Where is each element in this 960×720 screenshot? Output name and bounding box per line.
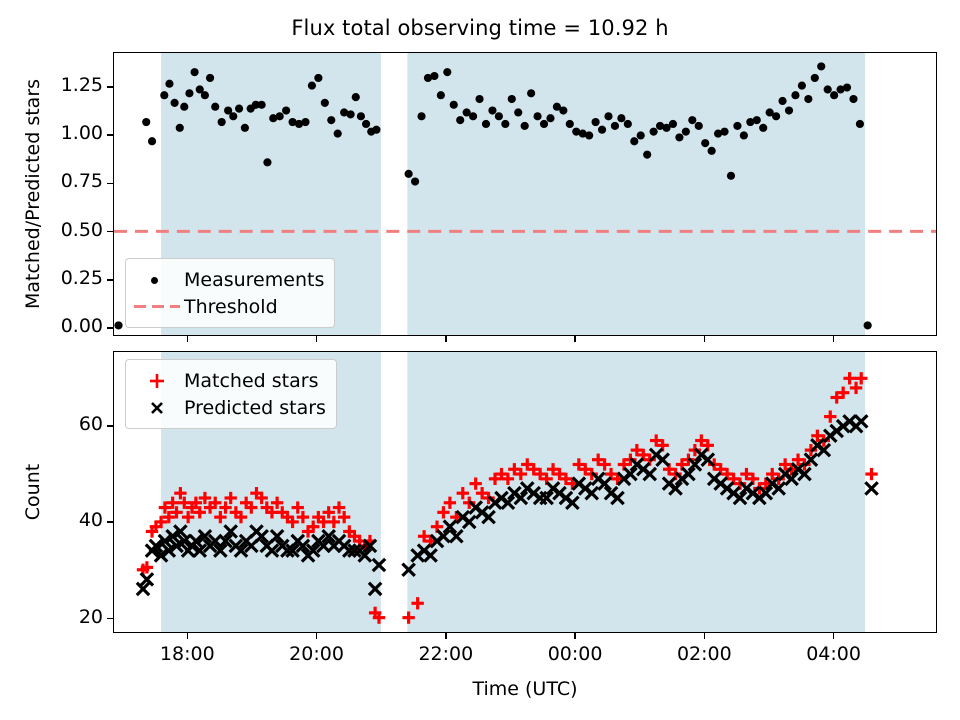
count-panel-ytick-label: 60 — [78, 412, 103, 435]
legend-item-threshold[interactable]: Threshold — [134, 293, 324, 320]
legend-item-predicted-stars[interactable]: Predicted stars — [134, 394, 326, 421]
ratio-panel-ytick-label: 1.25 — [60, 73, 103, 96]
legend-item-matched-stars[interactable]: Matched stars — [134, 367, 326, 394]
ratio-panel-ytick — [107, 279, 113, 281]
count-panel-xtick — [832, 633, 835, 639]
ratio-panel-xtick — [703, 336, 706, 342]
ratio-panel-ytick-label: 0.50 — [60, 218, 103, 241]
dashed-line-icon — [134, 296, 180, 318]
count-panel-ytick-label: 40 — [78, 509, 103, 532]
legend-label-threshold: Threshold — [184, 295, 278, 318]
plus-marker-icon — [134, 370, 180, 392]
ratio-panel-ytick-label: 1.00 — [60, 122, 103, 145]
count-panel-xtick — [315, 633, 318, 639]
legend-label-measurements: Measurements — [184, 268, 325, 291]
time-axis-label: Time (UTC) — [472, 678, 578, 700]
time-axis-tick-label: 20:00 — [289, 643, 344, 665]
ratio-panel-xtick — [832, 336, 835, 342]
legend-label-matched-stars: Matched stars — [184, 369, 319, 392]
count-panel-xtick — [445, 633, 447, 639]
ratio-panel-ytick-label: 0.00 — [60, 315, 103, 338]
ratio-panel-xtick — [445, 336, 447, 342]
legend-label-predicted-stars: Predicted stars — [184, 396, 326, 419]
legend-item-measurements[interactable]: Measurements — [134, 266, 324, 293]
ratio-panel-ytick — [107, 230, 113, 233]
ratio-panel-ytick — [107, 134, 113, 136]
dot-marker-icon — [134, 269, 180, 291]
ratio-panel-ytick — [107, 327, 113, 330]
time-axis-tick-label: 22:00 — [418, 643, 474, 665]
count-panel-xtick — [186, 633, 189, 639]
ratio-panel-xtick — [315, 336, 318, 342]
time-axis-tick-label: 00:00 — [547, 643, 603, 665]
figure-title: Flux total observing time = 10.92 h — [291, 16, 669, 40]
ratio-panel-xtick — [574, 336, 576, 342]
ratio-panel-ytick — [107, 182, 113, 185]
ratio-panel-ytick — [107, 85, 113, 88]
ratio-panel-legend: Measurements Threshold — [125, 258, 336, 328]
time-axis-tick-label: 04:00 — [806, 643, 861, 665]
count-panel-xtick — [574, 633, 576, 639]
ratio-panel-ytick-label: 0.25 — [60, 266, 103, 289]
count-panel-ytick — [107, 521, 113, 523]
count-panel-ytick-label: 20 — [78, 605, 103, 628]
time-axis-tick-label: 18:00 — [159, 643, 215, 665]
ratio-panel-ytick-label: 0.75 — [60, 170, 103, 193]
ratio-panel-xtick — [186, 336, 189, 342]
count-panel-ytick — [107, 617, 113, 620]
count-panel-ytick — [107, 424, 113, 427]
cross-marker-icon — [134, 397, 180, 419]
count-panel-xtick — [703, 633, 706, 639]
count-panel-legend: Matched stars Predicted stars — [125, 359, 337, 429]
time-axis-tick-label: 02:00 — [676, 643, 732, 665]
